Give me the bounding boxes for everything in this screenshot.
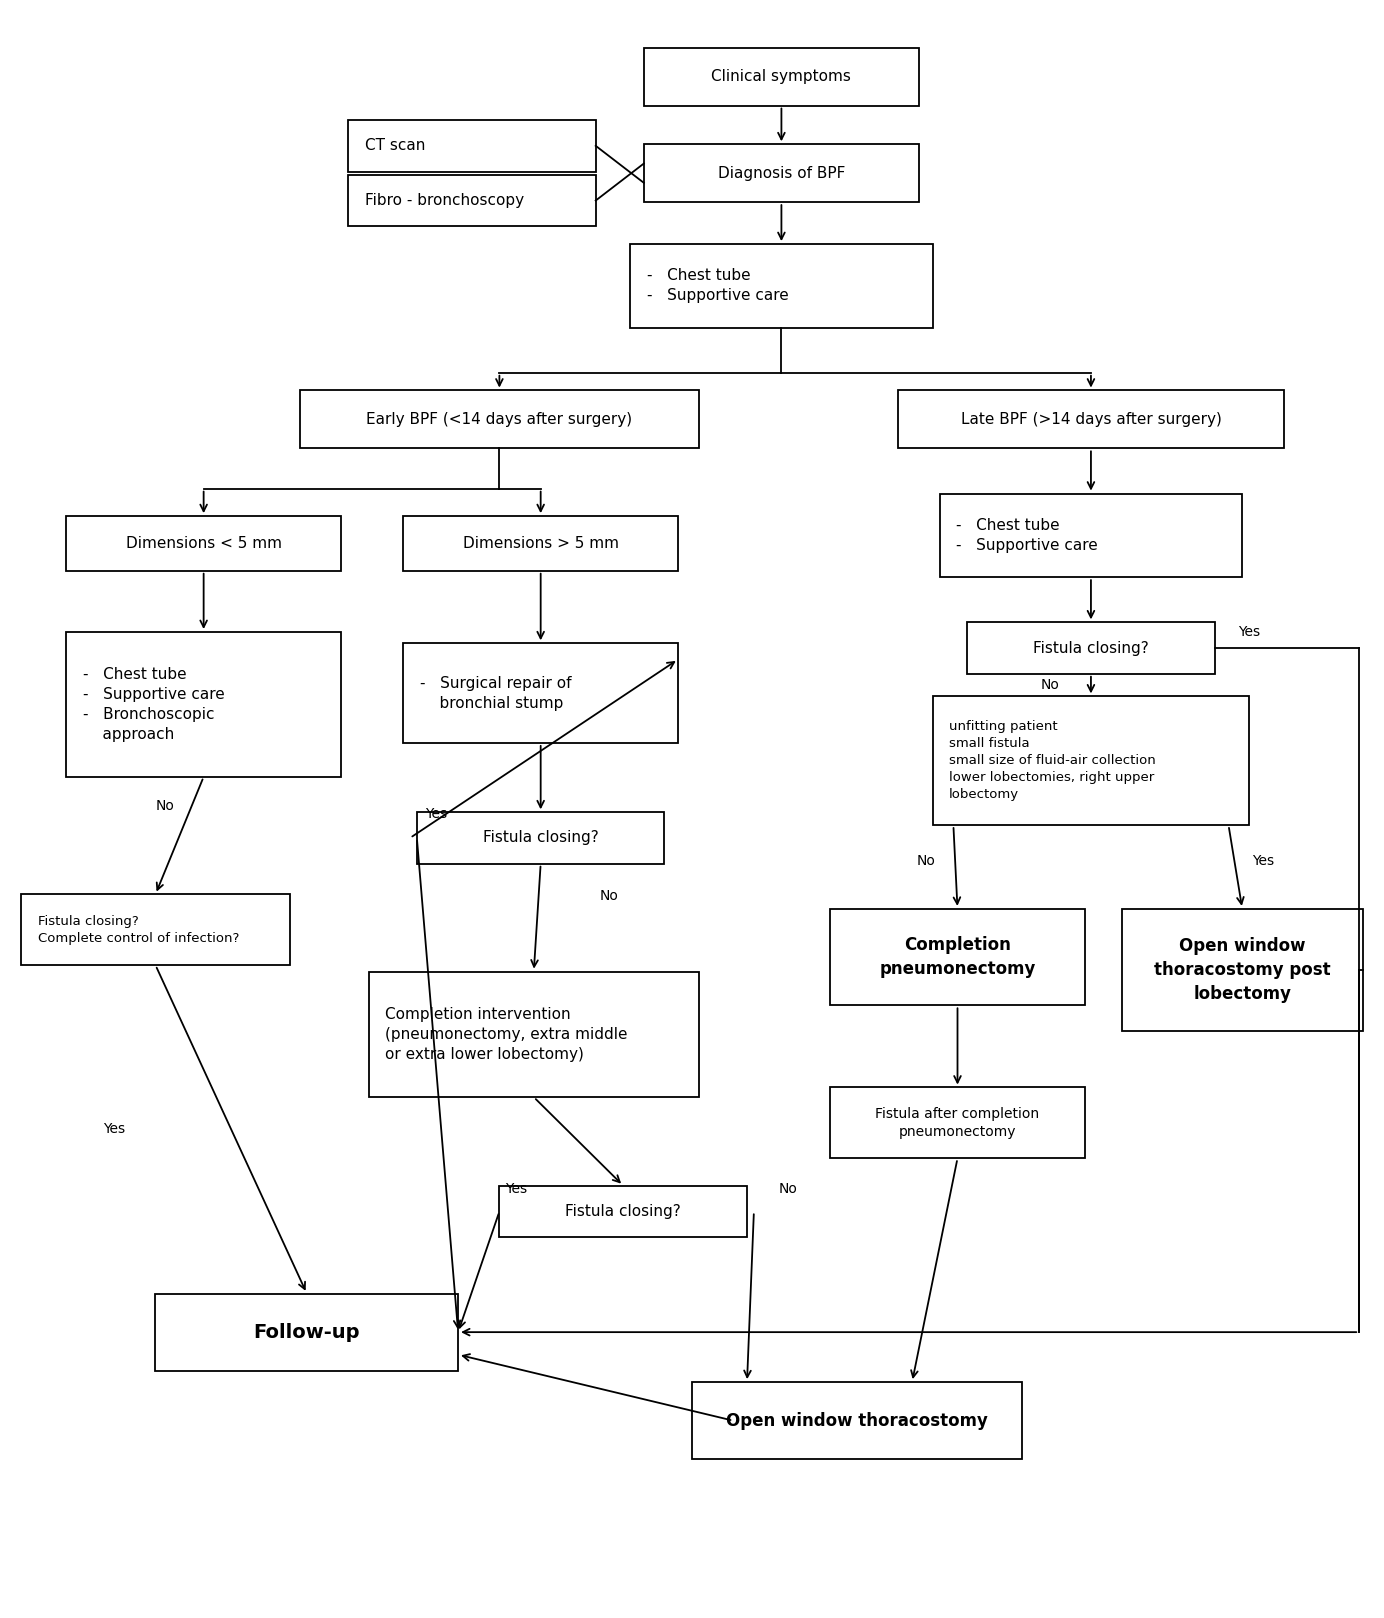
Text: Late BPF (>14 days after surgery): Late BPF (>14 days after surgery) (960, 413, 1222, 427)
Text: Dimensions > 5 mm: Dimensions > 5 mm (462, 536, 619, 550)
Bar (830, 1087, 1085, 1158)
Text: Yes: Yes (505, 1181, 527, 1196)
Bar (417, 812, 664, 864)
Text: Yes: Yes (104, 1123, 126, 1136)
Text: Yes: Yes (1253, 854, 1273, 867)
Bar (1122, 909, 1363, 1031)
Bar (898, 390, 1283, 448)
Bar (967, 623, 1215, 673)
Bar (630, 244, 933, 328)
Text: Fistula closing?
Complete control of infection?: Fistula closing? Complete control of inf… (37, 914, 239, 945)
Text: Open window thoracostomy: Open window thoracostomy (727, 1411, 988, 1430)
Text: unfitting patient
small fistula
small size of fluid-air collection
lower lobecto: unfitting patient small fistula small si… (949, 720, 1156, 801)
Text: CT scan: CT scan (364, 138, 425, 154)
Text: Dimensions < 5 mm: Dimensions < 5 mm (126, 536, 281, 550)
Text: Fistula closing?: Fistula closing? (565, 1204, 681, 1218)
Text: Fistula closing?: Fistula closing? (483, 830, 598, 846)
Bar (644, 144, 919, 202)
Text: Completion intervention
(pneumonectomy, extra middle
or extra lower lobectomy): Completion intervention (pneumonectomy, … (385, 1006, 628, 1061)
Text: Diagnosis of BPF: Diagnosis of BPF (718, 165, 846, 181)
Text: Completion
pneumonectomy: Completion pneumonectomy (879, 937, 1035, 977)
Text: Fibro - bronchoscopy: Fibro - bronchoscopy (364, 193, 523, 209)
Bar (155, 1293, 458, 1370)
Bar (692, 1382, 1023, 1459)
Text: -   Chest tube
-   Supportive care: - Chest tube - Supportive care (646, 269, 789, 303)
Text: -   Surgical repair of
    bronchial stump: - Surgical repair of bronchial stump (419, 676, 572, 710)
Text: Yes: Yes (1239, 625, 1261, 639)
Text: Early BPF (<14 days after surgery): Early BPF (<14 days after surgery) (367, 413, 632, 427)
Text: Clinical symptoms: Clinical symptoms (711, 70, 851, 84)
Bar (66, 633, 342, 777)
Text: -   Chest tube
-   Supportive care: - Chest tube - Supportive care (956, 518, 1098, 553)
Bar (368, 971, 699, 1097)
Text: No: No (779, 1181, 797, 1196)
Bar (933, 696, 1250, 825)
Bar (403, 644, 678, 743)
Text: Fistula after completion
pneumonectomy: Fistula after completion pneumonectomy (876, 1107, 1039, 1139)
Text: Follow-up: Follow-up (253, 1322, 360, 1341)
Bar (66, 516, 342, 571)
Bar (940, 493, 1243, 578)
Text: No: No (1041, 678, 1059, 693)
Bar (349, 120, 595, 172)
Bar (500, 1186, 747, 1238)
Bar (300, 390, 699, 448)
Bar (403, 516, 678, 571)
Bar (644, 47, 919, 105)
Bar (830, 909, 1085, 1005)
Text: No: No (916, 854, 936, 867)
Text: -   Chest tube
-   Supportive care
-   Bronchoscopic
    approach: - Chest tube - Supportive care - Broncho… (83, 667, 224, 741)
Text: Fistula closing?: Fistula closing? (1032, 641, 1149, 655)
Text: No: No (601, 888, 619, 903)
Bar (349, 175, 595, 227)
Bar (21, 895, 289, 966)
Text: Yes: Yes (425, 807, 447, 820)
Text: No: No (155, 799, 174, 812)
Text: Open window
thoracostomy post
lobectomy: Open window thoracostomy post lobectomy (1154, 937, 1330, 1003)
